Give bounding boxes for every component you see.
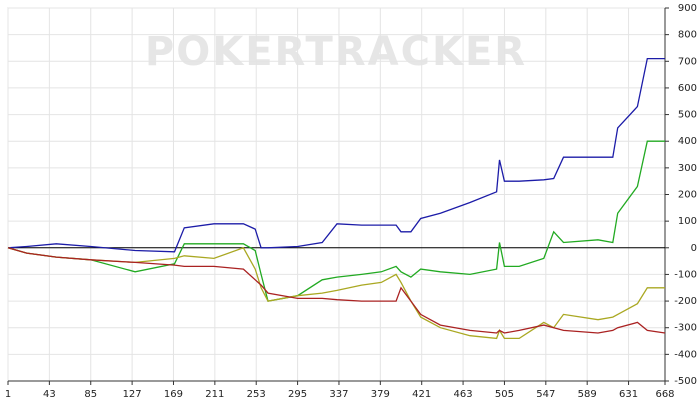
x-tick-label: 211 [205,389,224,400]
x-tick-label: 589 [578,389,597,400]
y-tick-label: -100 [674,269,697,280]
y-tick-label: -400 [674,349,697,360]
watermark: POKERTRACKER [145,29,527,75]
y-tick-label: 600 [678,83,697,94]
x-tick-label: 85 [84,389,97,400]
x-tick-label: 127 [123,389,142,400]
x-tick-label: 631 [619,389,638,400]
x-tick-label: 421 [412,389,431,400]
y-tick-label: 200 [678,190,697,201]
x-tick-label: 668 [655,389,674,400]
x-tick-label: 295 [288,389,307,400]
y-tick-label: 0 [691,243,697,254]
y-tick-label: 300 [678,163,697,174]
series-line [7,140,665,302]
x-tick-label: 43 [43,389,56,400]
x-tick-label: 1 [5,389,11,400]
x-tick-label: 547 [536,389,555,400]
y-tick-label: 700 [678,56,697,67]
x-tick-label: 253 [247,389,266,400]
series-line [7,57,665,253]
series-line [7,247,665,340]
y-tick-label: 500 [678,110,697,121]
x-tick-label: 379 [371,389,390,400]
y-tick-label: -300 [674,323,697,334]
x-tick-label: 169 [164,389,183,400]
y-tick-label: 400 [678,136,697,147]
x-tick-label: 337 [329,389,348,400]
series-line [7,247,666,334]
y-tick-label: -200 [674,296,697,307]
x-tick-label: 463 [454,389,473,400]
y-tick-label: 800 [678,30,697,41]
x-tick-label: 505 [495,389,514,400]
y-tick-label: 900 [678,3,697,14]
y-tick-label: 100 [678,216,697,227]
y-tick-label: -500 [674,376,697,387]
